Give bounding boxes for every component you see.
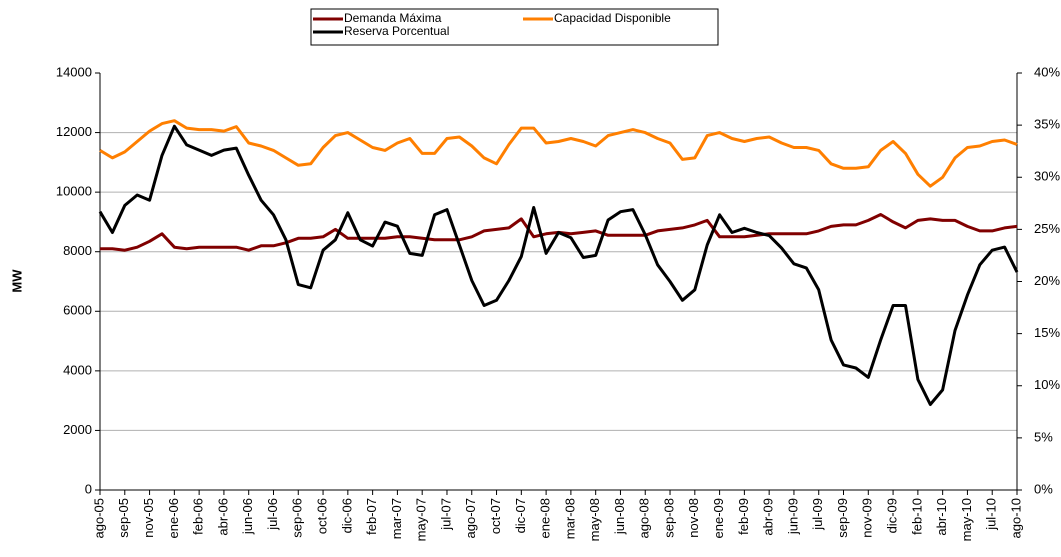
x-tick-label: sep-05 [116,498,131,538]
y-tick-label: 12000 [56,124,92,139]
y-tick-label: 8000 [63,243,92,258]
x-tick-label: jun-08 [612,498,627,535]
y2-tick-label: 0% [1034,481,1053,496]
y-tick-label: 14000 [56,64,92,79]
x-tick-label: sep-08 [661,498,676,538]
y-tick-label: 4000 [63,362,92,377]
y2-tick-label: 5% [1034,429,1053,444]
x-tick-label: dic-09 [885,498,900,533]
legend-box [310,8,719,46]
x-tick-label: feb-10 [909,498,924,535]
x-tick-label: oct-07 [488,498,503,534]
x-tick-label: sep-09 [835,498,850,538]
legend-label: Capacidad Disponible [554,11,671,25]
y-tick-label: 6000 [63,303,92,318]
x-tick-label: mar-08 [562,498,577,539]
x-tick-label: ago-10 [1008,498,1023,538]
x-tick-label: may-10 [959,498,974,541]
x-tick-label: may-08 [587,498,602,541]
x-tick-label: feb-06 [191,498,206,535]
x-tick-label: ago-07 [463,498,478,538]
x-tick-label: nov-09 [860,498,875,538]
legend-label: Demanda Máxima [344,11,442,25]
legend-label: Reserva Porcentual [344,24,449,38]
x-tick-label: jul-06 [265,498,280,531]
y2-tick-label: 25% [1034,221,1060,236]
x-tick-label: jul-09 [810,498,825,531]
x-tick-label: oct-06 [314,498,329,534]
y2-tick-label: 15% [1034,325,1060,340]
y2-tick-label: 30% [1034,169,1060,184]
x-tick-label: ene-09 [711,498,726,538]
x-tick-label: jul-07 [438,498,453,531]
x-tick-label: feb-07 [364,498,379,535]
x-tick-label: feb-09 [736,498,751,535]
x-tick-label: ago-05 [91,498,106,538]
x-tick-label: jul-10 [984,498,999,531]
x-tick-label: nov-05 [141,498,156,538]
x-tick-label: ene-06 [166,498,181,538]
x-tick-label: jun-06 [240,498,255,535]
x-tick-label: dic-07 [513,498,528,533]
x-tick-label: dic-06 [339,498,354,533]
y2-tick-label: 35% [1034,117,1060,132]
x-tick-label: abr-09 [761,498,776,536]
y-axis-label: MW [9,269,24,293]
x-tick-label: abr-06 [215,498,230,536]
x-tick-label: ene-08 [538,498,553,538]
y2-tick-label: 10% [1034,377,1060,392]
y-tick-label: 10000 [56,184,92,199]
x-tick-label: abr-10 [934,498,949,536]
x-tick-label: mar-07 [389,498,404,539]
x-tick-label: jun-09 [785,498,800,535]
x-tick-label: nov-08 [686,498,701,538]
series-line [99,119,1018,188]
x-tick-label: ago-08 [637,498,652,538]
x-tick-label: may-07 [414,498,429,541]
x-tick-label: sep-06 [290,498,305,538]
y-tick-label: 2000 [63,422,92,437]
y2-tick-label: 20% [1034,273,1060,288]
series-line [98,124,1019,406]
y-tick-label: 0 [85,481,92,496]
y2-tick-label: 40% [1034,64,1060,79]
